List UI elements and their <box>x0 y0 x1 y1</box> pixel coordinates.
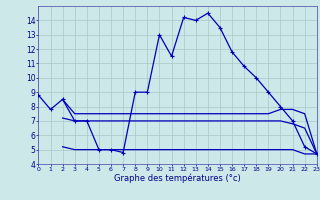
X-axis label: Graphe des températures (°c): Graphe des températures (°c) <box>114 173 241 183</box>
